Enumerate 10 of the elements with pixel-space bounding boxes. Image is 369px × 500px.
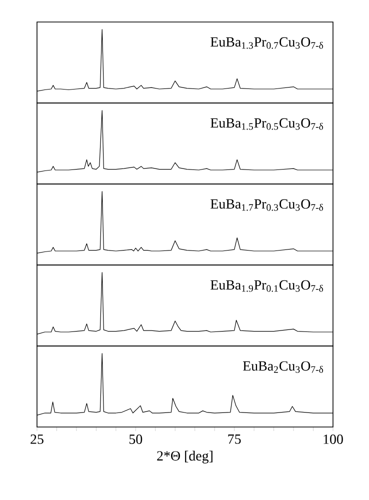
- x-tick-label: 25: [30, 434, 44, 444]
- x-tick-label: 100: [324, 434, 343, 444]
- x-axis-title: 2*Θ [deg]: [157, 450, 212, 464]
- annotation: EuBa$_{1.3}$Pr$_{0.7}$Cu$_{3}$O$_{7-δ}$: [210, 37, 324, 49]
- annotation: EuBa$_{1.7}$Pr$_{0.3}$Cu$_{3}$O$_{7-δ}$: [210, 199, 324, 211]
- x-tick-label: 75: [228, 434, 241, 444]
- x-tick-label: 50: [130, 434, 142, 444]
- annotation: EuBa$_{1.9}$Pr$_{0.1}$Cu$_{3}$O$_{7-δ}$: [210, 280, 324, 292]
- annotation: EuBa$_{1.5}$Pr$_{0.5}$Cu$_{3}$O$_{7-δ}$: [210, 118, 324, 130]
- annotation: EuBa$_{2}$Cu$_{3}$O$_{7-δ}$: [242, 361, 324, 373]
